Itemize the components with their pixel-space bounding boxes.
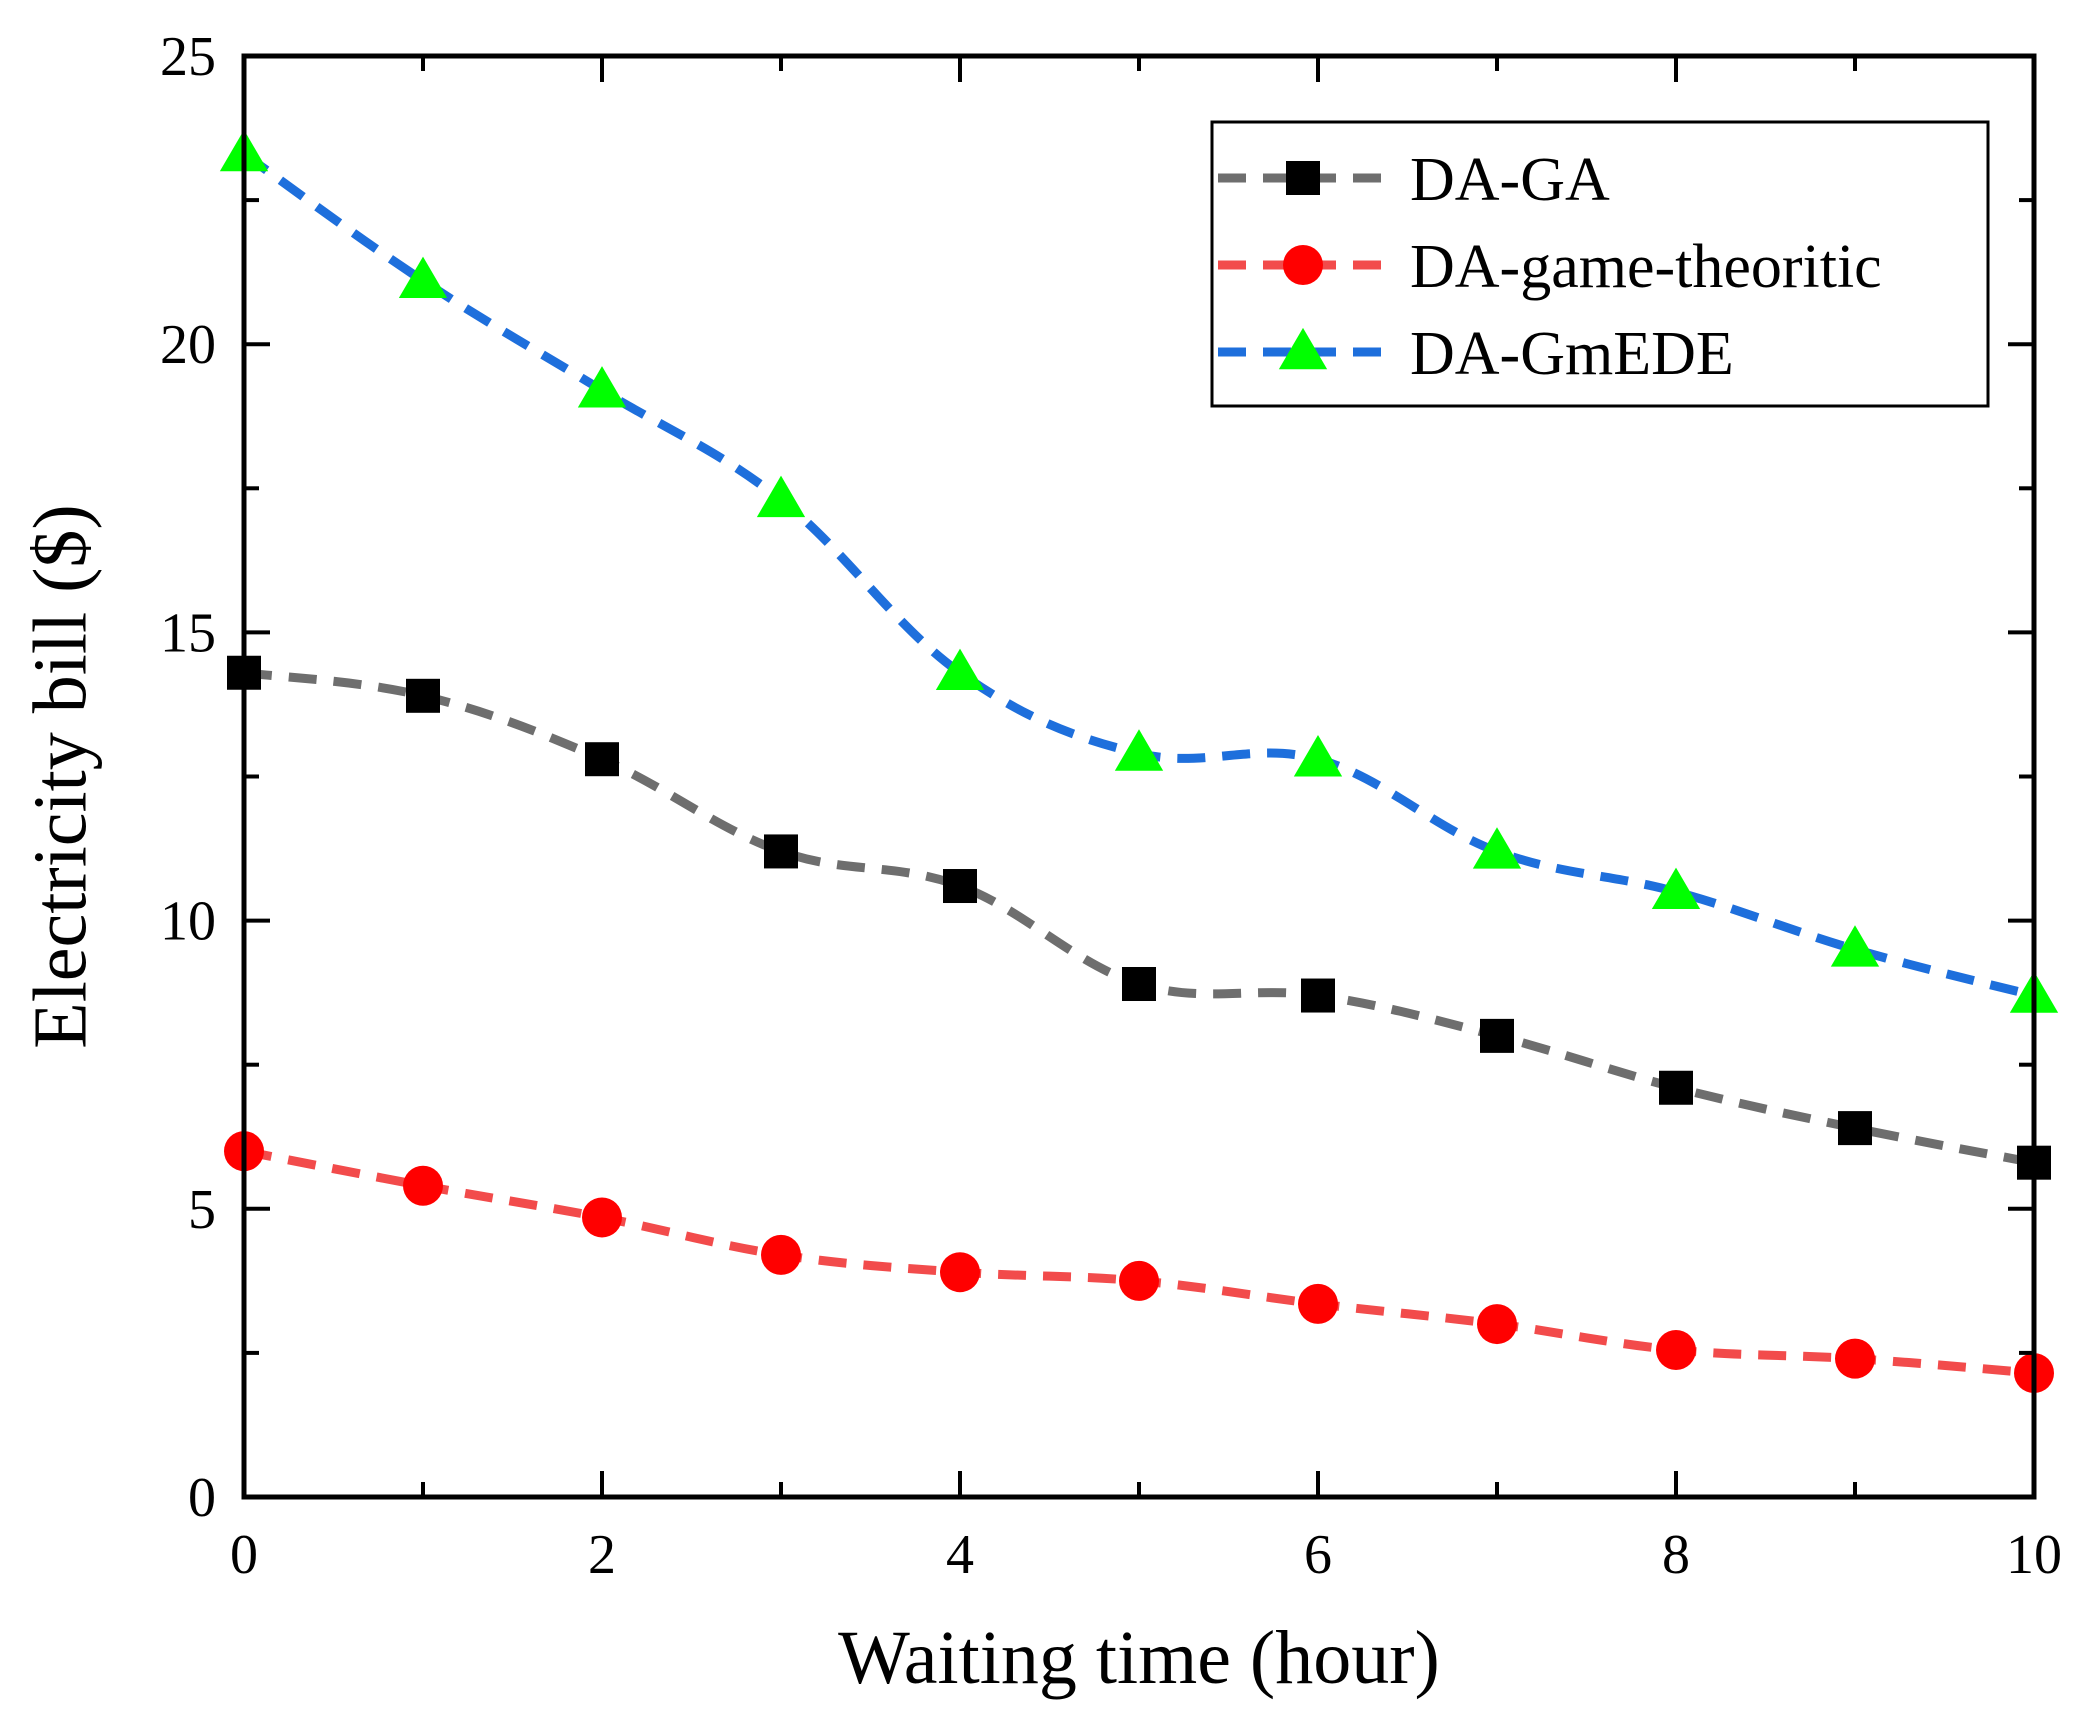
legend-box [1210, 120, 1990, 408]
y-tick-label-0: 0 [188, 1467, 216, 1529]
data-point-da-ga-6 [1301, 978, 1335, 1013]
y-tick-label-15: 15 [160, 602, 216, 664]
data-point-da-gmede-1 [398, 256, 448, 299]
data-point-da-ga-8 [1659, 1070, 1693, 1105]
data-point-da-game-theoritic-2 [582, 1197, 622, 1238]
y-tick-label-5: 5 [188, 1179, 216, 1241]
data-point-da-ga-3 [764, 834, 798, 869]
x-tick-label-0: 0 [230, 1524, 258, 1586]
data-point-da-ga-9 [1838, 1111, 1872, 1146]
y-axis-title: Electricity bill ($) [18, 504, 102, 1048]
x-tick-label-8: 8 [1662, 1524, 1690, 1586]
series-layer [219, 129, 2059, 1394]
series-da-ga [227, 655, 2051, 1180]
data-point-da-ga-7 [1480, 1018, 1514, 1053]
data-point-da-ga-2 [585, 742, 619, 777]
x-tick-label-2: 2 [588, 1524, 616, 1586]
x-tick-label-6: 6 [1304, 1524, 1332, 1586]
y-tick-label-25: 25 [160, 26, 216, 88]
data-point-da-game-theoritic-4 [940, 1252, 980, 1293]
series-da-gmede [219, 129, 2059, 1013]
data-point-da-ga-5 [1122, 967, 1156, 1002]
data-point-da-gmede-8 [1651, 867, 1701, 910]
legend-label-da-gmede: DA-GmEDE [1410, 320, 1734, 388]
legend-marker-da-gmede [1278, 327, 1328, 370]
y-tick-label-10: 10 [160, 891, 216, 953]
data-point-da-game-theoritic-7 [1477, 1304, 1517, 1345]
data-point-da-ga-4 [943, 869, 977, 904]
series-da-game-theoritic [224, 1131, 2054, 1394]
legend-label-da-ga: DA-GA [1410, 146, 1610, 214]
data-point-da-game-theoritic-9 [1835, 1338, 1875, 1379]
data-point-da-game-theoritic-3 [761, 1234, 801, 1275]
data-point-da-gmede-6 [1293, 735, 1343, 777]
data-point-da-gmede-2 [577, 366, 627, 408]
data-point-da-game-theoritic-1 [403, 1165, 443, 1206]
legend-item-da-gmede: DA-GmEDE [1218, 320, 1734, 388]
x-tick-label-10: 10 [2006, 1524, 2062, 1586]
data-point-da-ga-1 [406, 678, 440, 713]
x-tick-label-4: 4 [946, 1524, 974, 1586]
data-point-da-game-theoritic-5 [1119, 1260, 1159, 1301]
data-point-da-gmede-3 [756, 475, 806, 518]
legend-marker-da-ga [1286, 161, 1320, 195]
data-point-da-gmede-4 [935, 648, 985, 690]
data-point-da-gmede-5 [1114, 729, 1164, 771]
legend-item-da-ga: DA-GA [1218, 146, 1610, 214]
x-axis-title: Waiting time (hour) [838, 1616, 1440, 1700]
data-point-da-gmede-9 [1830, 925, 1880, 967]
legend: DA-GA DA-game-theoritic DA-GmEDE [1210, 120, 1990, 408]
axes-layer: 0 2 4 6 8 10 0 5 10 15 20 25 [160, 26, 2062, 1586]
legend-label-da-game-theoritic: DA-game-theoritic [1410, 233, 1882, 301]
legend-item-da-game-theoritic: DA-game-theoritic [1218, 233, 1882, 301]
data-point-da-gmede-7 [1472, 827, 1522, 869]
y-tick-label-20: 20 [160, 314, 216, 376]
legend-marker-da-game-theoritic [1283, 245, 1323, 285]
data-point-da-game-theoritic-6 [1298, 1283, 1338, 1324]
data-point-da-game-theoritic-8 [1656, 1330, 1696, 1371]
